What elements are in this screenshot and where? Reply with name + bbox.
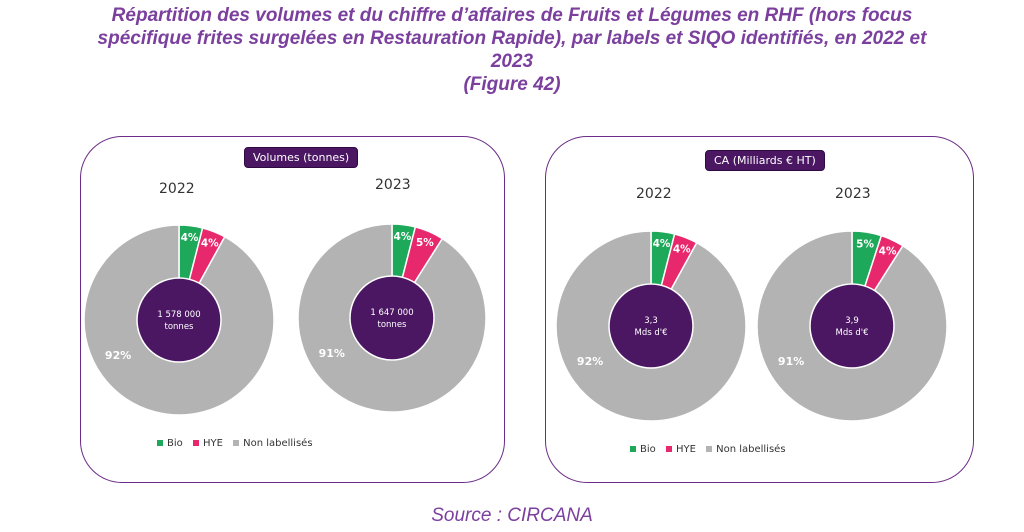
pie-center-label: 3,3 (644, 316, 658, 326)
legend-label: Bio (167, 438, 183, 449)
title-line: Répartition des volumes et du chiffre d’… (111, 5, 913, 26)
title-line: spécifique frites surgelées en Restaurat… (97, 28, 927, 49)
legend-item-bio: Bio (630, 444, 656, 455)
year-label-ca-2023: 2023 (835, 186, 871, 202)
pie-center-circle (349, 275, 435, 361)
legend-item-non-labellises: Non labellisés (233, 438, 313, 449)
legend-swatch (665, 446, 672, 452)
legend-label: HYE (675, 444, 696, 455)
slice-percent-label: 4% (673, 243, 691, 255)
slice-percent-label: 92% (577, 355, 603, 368)
legend-item-bio: Bio (157, 438, 183, 449)
slice-percent-label: 91% (778, 355, 804, 368)
legend-swatch (192, 440, 199, 446)
pie-center-label: 3,9 (845, 316, 859, 326)
slice-percent-label: 5% (856, 238, 874, 250)
legend-label: HYE (202, 438, 223, 449)
slice-percent-label: 4% (879, 245, 897, 257)
chart-title-ca: CA (Milliards € HT) (705, 150, 825, 171)
legend-label: Non labellisés (243, 438, 313, 449)
pie-center-label: tonnes (378, 320, 408, 330)
slice-percent-label: 4% (201, 237, 219, 249)
pie-center-label: Mds d'€ (635, 328, 668, 338)
slice-percent-label: 5% (416, 237, 434, 249)
slice-percent-label: 92% (105, 349, 131, 362)
pie-center-label: 1 647 000 (370, 308, 413, 318)
legend-swatch (706, 446, 713, 452)
page-title: Répartition des volumes et du chiffre d’… (0, 4, 1024, 96)
year-label-vol-2022: 2022 (159, 181, 195, 197)
pie-center-circle (136, 277, 222, 363)
legend-item-non-labellises: Non labellisés (706, 444, 786, 455)
pie-center-label: 1 578 000 (157, 310, 200, 320)
legend-label: Non labellisés (716, 444, 786, 455)
title-line: 2023 (490, 51, 534, 72)
legend-item-hye: HYE (665, 444, 696, 455)
pie-center-label: Mds d'€ (836, 328, 869, 338)
legend-swatch (233, 440, 240, 446)
slice-percent-label: 4% (393, 231, 411, 243)
legend-ca: Bio HYE Non labellisés (630, 444, 793, 455)
pie-center-label: tonnes (165, 322, 195, 332)
slice-percent-label: 4% (653, 238, 671, 250)
chart-title-volumes: Volumes (tonnes) (244, 147, 359, 168)
pie-center-circle (809, 283, 895, 369)
legend-swatch (157, 440, 163, 446)
year-label-vol-2023: 2023 (375, 177, 411, 193)
title-line: (Figure 42) (463, 74, 561, 95)
slice-percent-label: 4% (181, 232, 199, 244)
legend-swatch (630, 446, 636, 452)
slice-percent-label: 91% (319, 347, 345, 360)
year-label-ca-2022: 2022 (636, 186, 672, 202)
legend-item-hye: HYE (192, 438, 223, 449)
pie-center-circle (608, 283, 694, 369)
source-caption: Source : CIRCANA (431, 505, 593, 526)
legend-label: Bio (640, 444, 656, 455)
legend-volumes: Bio HYE Non labellisés (157, 438, 320, 449)
